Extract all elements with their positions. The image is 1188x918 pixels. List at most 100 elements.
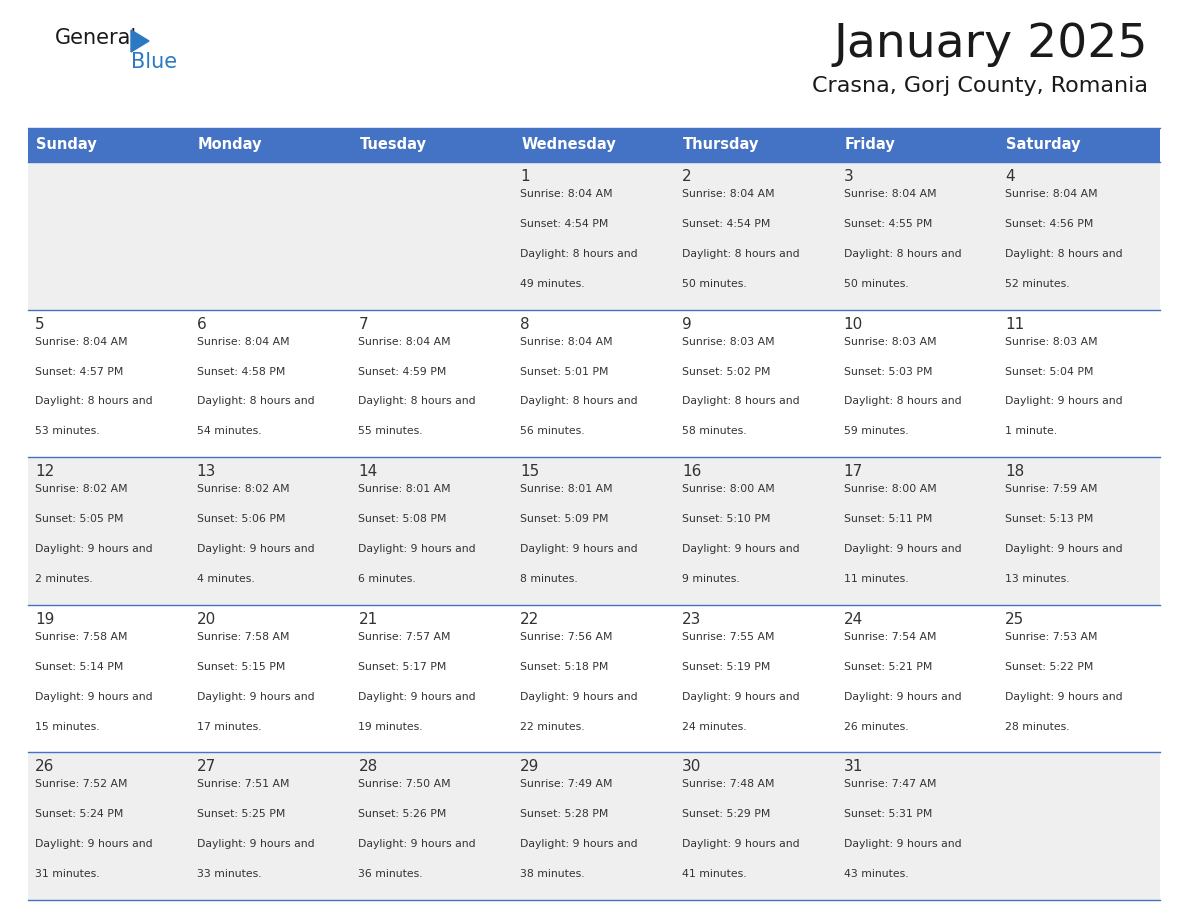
Text: Daylight: 8 hours and: Daylight: 8 hours and [520,397,638,407]
Text: Sunrise: 7:56 AM: Sunrise: 7:56 AM [520,632,613,642]
Text: Daylight: 9 hours and: Daylight: 9 hours and [359,544,476,554]
Text: 36 minutes.: 36 minutes. [359,869,423,879]
Text: Sunset: 5:09 PM: Sunset: 5:09 PM [520,514,608,524]
Text: 6: 6 [197,317,207,331]
Text: Sunset: 4:54 PM: Sunset: 4:54 PM [520,218,608,229]
Text: Saturday: Saturday [1006,138,1081,152]
Text: 19 minutes.: 19 minutes. [359,722,423,732]
Bar [29,457,1159,605]
Text: Daylight: 9 hours and: Daylight: 9 hours and [359,691,476,701]
Text: Sunrise: 8:00 AM: Sunrise: 8:00 AM [843,484,936,494]
Text: Daylight: 8 hours and: Daylight: 8 hours and [197,397,315,407]
Text: Daylight: 9 hours and: Daylight: 9 hours and [197,839,315,849]
Text: Sunrise: 8:00 AM: Sunrise: 8:00 AM [682,484,775,494]
Text: Sunset: 5:17 PM: Sunset: 5:17 PM [359,662,447,672]
Text: Sunrise: 7:55 AM: Sunrise: 7:55 AM [682,632,775,642]
Text: 41 minutes.: 41 minutes. [682,869,746,879]
Text: 31 minutes.: 31 minutes. [34,869,100,879]
Text: Sunrise: 7:52 AM: Sunrise: 7:52 AM [34,779,127,789]
Text: Sunset: 5:08 PM: Sunset: 5:08 PM [359,514,447,524]
Text: Wednesday: Wednesday [522,138,615,152]
Text: 50 minutes.: 50 minutes. [843,279,909,289]
Text: Sunday: Sunday [36,138,96,152]
Text: Sunrise: 7:48 AM: Sunrise: 7:48 AM [682,779,775,789]
Text: Sunset: 5:04 PM: Sunset: 5:04 PM [1005,366,1094,376]
Text: Sunrise: 8:03 AM: Sunrise: 8:03 AM [682,337,775,347]
Text: Thursday: Thursday [683,138,759,152]
Text: 15 minutes.: 15 minutes. [34,722,100,732]
Text: 43 minutes.: 43 minutes. [843,869,908,879]
Text: Sunrise: 7:53 AM: Sunrise: 7:53 AM [1005,632,1098,642]
Text: Daylight: 9 hours and: Daylight: 9 hours and [843,839,961,849]
Text: Sunset: 5:28 PM: Sunset: 5:28 PM [520,810,608,819]
Text: Sunrise: 8:04 AM: Sunrise: 8:04 AM [197,337,290,347]
Text: 13: 13 [197,465,216,479]
Text: 2 minutes.: 2 minutes. [34,574,93,584]
Text: 19: 19 [34,611,55,627]
Text: Sunset: 4:57 PM: Sunset: 4:57 PM [34,366,124,376]
Text: Sunset: 5:11 PM: Sunset: 5:11 PM [843,514,931,524]
Text: 24: 24 [843,611,862,627]
Text: 11: 11 [1005,317,1024,331]
Text: Sunset: 5:03 PM: Sunset: 5:03 PM [843,366,933,376]
Text: 12: 12 [34,465,55,479]
Text: Sunset: 5:19 PM: Sunset: 5:19 PM [682,662,770,672]
Text: Daylight: 9 hours and: Daylight: 9 hours and [843,544,961,554]
Text: 28: 28 [359,759,378,775]
Text: Sunset: 5:29 PM: Sunset: 5:29 PM [682,810,770,819]
Text: Sunrise: 8:03 AM: Sunrise: 8:03 AM [1005,337,1098,347]
Text: 22 minutes.: 22 minutes. [520,722,584,732]
Text: 6 minutes.: 6 minutes. [359,574,416,584]
Text: Daylight: 8 hours and: Daylight: 8 hours and [843,397,961,407]
Text: 11 minutes.: 11 minutes. [843,574,908,584]
Text: 9 minutes.: 9 minutes. [682,574,740,584]
Text: Sunrise: 8:04 AM: Sunrise: 8:04 AM [1005,189,1098,199]
Text: 13 minutes.: 13 minutes. [1005,574,1070,584]
Text: 54 minutes.: 54 minutes. [197,426,261,436]
Text: Sunrise: 7:50 AM: Sunrise: 7:50 AM [359,779,451,789]
Text: January 2025: January 2025 [834,22,1148,67]
Text: Sunrise: 7:47 AM: Sunrise: 7:47 AM [843,779,936,789]
Text: Sunrise: 7:49 AM: Sunrise: 7:49 AM [520,779,613,789]
Text: Sunset: 5:26 PM: Sunset: 5:26 PM [359,810,447,819]
Text: 49 minutes.: 49 minutes. [520,279,584,289]
Text: Daylight: 9 hours and: Daylight: 9 hours and [34,544,152,554]
Text: 8 minutes.: 8 minutes. [520,574,577,584]
Bar [29,309,1159,457]
Text: Sunrise: 7:57 AM: Sunrise: 7:57 AM [359,632,451,642]
Text: Sunset: 5:10 PM: Sunset: 5:10 PM [682,514,770,524]
Text: 4: 4 [1005,169,1015,184]
Text: Sunrise: 7:58 AM: Sunrise: 7:58 AM [197,632,289,642]
Text: Daylight: 9 hours and: Daylight: 9 hours and [1005,691,1123,701]
Bar [29,128,1159,162]
Text: Daylight: 9 hours and: Daylight: 9 hours and [520,544,638,554]
Text: Sunset: 4:56 PM: Sunset: 4:56 PM [1005,218,1094,229]
Text: 53 minutes.: 53 minutes. [34,426,100,436]
Text: 10: 10 [843,317,862,331]
Text: Sunset: 5:24 PM: Sunset: 5:24 PM [34,810,124,819]
Text: Sunset: 5:21 PM: Sunset: 5:21 PM [843,662,931,672]
Text: Blue: Blue [131,52,177,72]
Text: 2: 2 [682,169,691,184]
Text: 24 minutes.: 24 minutes. [682,722,746,732]
Text: 1: 1 [520,169,530,184]
Text: Sunset: 4:59 PM: Sunset: 4:59 PM [359,366,447,376]
Text: 15: 15 [520,465,539,479]
Text: 8: 8 [520,317,530,331]
Text: Sunset: 5:05 PM: Sunset: 5:05 PM [34,514,124,524]
Text: Daylight: 9 hours and: Daylight: 9 hours and [34,691,152,701]
Text: Daylight: 9 hours and: Daylight: 9 hours and [197,691,315,701]
Text: 27: 27 [197,759,216,775]
Text: Friday: Friday [845,138,896,152]
Text: Sunset: 5:18 PM: Sunset: 5:18 PM [520,662,608,672]
Text: Sunrise: 7:54 AM: Sunrise: 7:54 AM [843,632,936,642]
Bar [29,753,1159,900]
Text: 1 minute.: 1 minute. [1005,426,1057,436]
Text: 22: 22 [520,611,539,627]
Text: 23: 23 [682,611,701,627]
Text: 21: 21 [359,611,378,627]
Polygon shape [131,30,148,52]
Text: 59 minutes.: 59 minutes. [843,426,908,436]
Text: 14: 14 [359,465,378,479]
Text: Daylight: 8 hours and: Daylight: 8 hours and [520,249,638,259]
